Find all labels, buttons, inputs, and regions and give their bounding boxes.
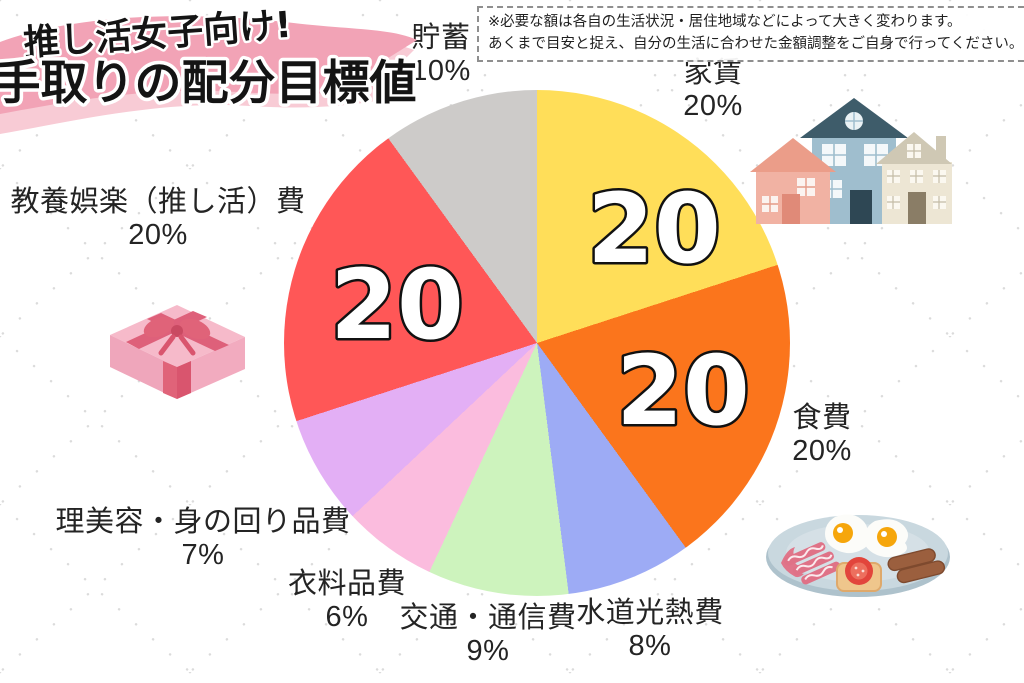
label-beauty-sundries: 理美容・身の回り品費 7% (55, 506, 350, 572)
segment-name: 交通・通信費 (399, 602, 577, 634)
disclaimer-note: ※必要な額は各自の生活状況・居住地域などによって大きく変わります。 あくまで目安… (477, 6, 1024, 62)
segment-percent: 7% (181, 539, 225, 572)
label-rent: 家賃 20% (683, 57, 743, 123)
gift-box-illustration (110, 305, 245, 399)
segment-percent: 20% (128, 219, 188, 252)
segment-percent: 9% (466, 635, 510, 668)
label-clothing: 衣料品費 6% (288, 568, 406, 634)
segment-name: 家賃 (683, 57, 743, 89)
label-oshikatsu: 教養娯楽（推し活）費 20% (10, 186, 305, 252)
breakfast-plate-illustration (766, 514, 950, 597)
segment-percent: 20% (792, 435, 852, 468)
segment-percent: 8% (628, 630, 672, 663)
segment-name: 衣料品費 (287, 568, 407, 600)
segment-name: 食費 (792, 402, 852, 434)
label-savings: 貯蓄 10% (411, 22, 471, 88)
label-utilities: 水道光熱費 8% (576, 597, 724, 663)
segment-percent: 6% (325, 601, 369, 634)
disclaimer-line-1: ※必要な額は各自の生活状況・居住地域などによって大きく変わります。 (488, 14, 962, 30)
segment-name: 水道光熱費 (576, 597, 724, 629)
segment-name: 貯蓄 (411, 22, 471, 54)
segment-percent: 10% (411, 55, 471, 88)
pie-chart (284, 90, 790, 596)
segment-name: 理美容・身の回り品費 (55, 506, 351, 538)
segment-percent: 20% (683, 90, 743, 123)
label-transport-communication: 交通・通信費 9% (399, 602, 576, 668)
segment-name: 教養娯楽（推し活）費 (10, 186, 306, 218)
disclaimer-line-2: あくまで目安と捉え、自分の生活に合わせた金額調整をご自身で行ってください。 (488, 35, 1024, 52)
label-food: 食費 20% (792, 402, 852, 468)
houses-illustration (750, 98, 952, 224)
